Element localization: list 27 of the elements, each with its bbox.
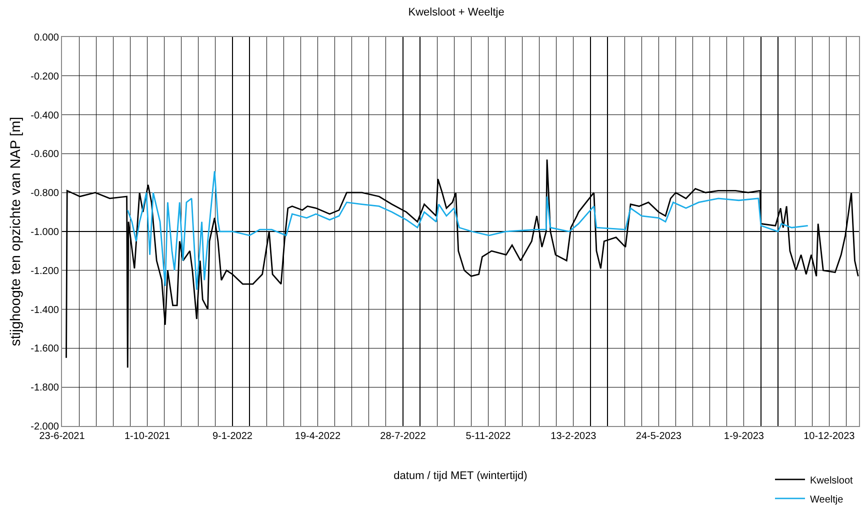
x-tick-label: 9-1-2022 — [212, 431, 253, 442]
y-tick-label: -0.400 — [30, 110, 60, 122]
y-tick-label: -0.800 — [30, 188, 60, 200]
chart-title: Kwelsloot + Weeltje — [408, 6, 504, 18]
y-tick-label: -1.600 — [30, 344, 60, 355]
x-tick-label: 24-5-2023 — [636, 431, 682, 442]
y-tick-label: -1.800 — [30, 382, 60, 394]
x-tick-label: 19-4-2022 — [294, 431, 341, 442]
y-tick-label: -1.400 — [30, 304, 60, 316]
x-tick-label: 1-9-2023 — [724, 431, 764, 442]
x-tick-label: 1-10-2021 — [124, 431, 170, 442]
legend-label: Weeltje — [810, 494, 844, 506]
legend-label: Kwelsloot — [810, 475, 854, 486]
x-tick-label: 10-12-2023 — [804, 431, 856, 442]
x-tick-label: 5-11-2022 — [466, 431, 512, 442]
x-tick-label: 13-2-2023 — [550, 431, 597, 442]
x-axis-title: datum / tijd MET (wintertijd) — [394, 470, 528, 482]
y-axis-title: stijghoogte ten opzichte van NAP [m] — [7, 116, 24, 346]
x-tick-label: 28-7-2022 — [380, 431, 426, 442]
line-series — [126, 170, 809, 291]
y-tick-label: -1.000 — [30, 227, 60, 238]
y-tick-label: -0.600 — [30, 149, 60, 160]
y-tick-label: 0.000 — [34, 32, 60, 44]
y-tick-label: -1.200 — [30, 266, 60, 277]
y-tick-label: -0.200 — [30, 71, 60, 82]
y-tick-label: -2.000 — [30, 422, 60, 432]
x-tick-label: 23-6-2021 — [39, 431, 86, 442]
